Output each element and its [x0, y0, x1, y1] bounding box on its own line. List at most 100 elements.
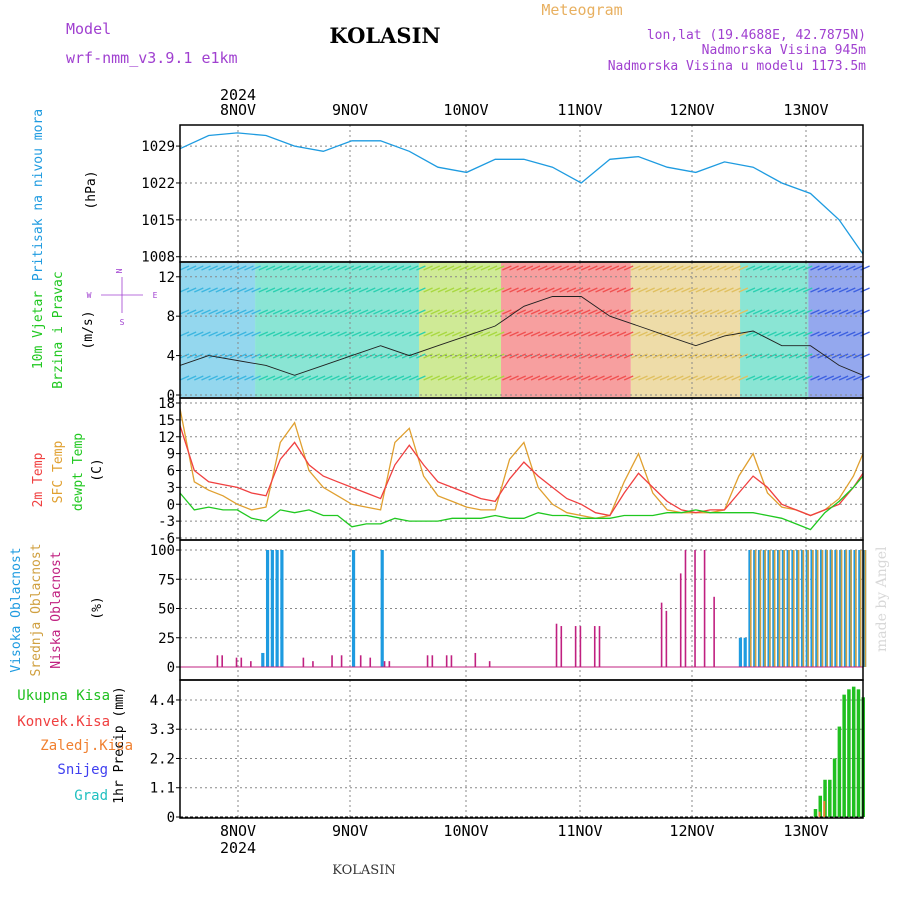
- wind-arrow: [179, 375, 190, 381]
- wind-arrow: [337, 287, 347, 293]
- wind-arrow: [803, 353, 813, 359]
- wind-arrow: [709, 353, 720, 359]
- wind-arrow: [767, 331, 777, 337]
- wind-arrow: [838, 309, 849, 315]
- wind-arrow: [194, 353, 204, 359]
- wind-arrow: [803, 375, 813, 381]
- wind-arrow: [552, 309, 562, 315]
- wind-arrow: [487, 353, 498, 359]
- wind-arrow: [731, 287, 741, 293]
- wind-arrow: [609, 287, 620, 293]
- wind-arrow: [437, 287, 448, 293]
- wind-arrow: [430, 309, 441, 315]
- wind-arrow: [423, 265, 433, 271]
- wind-arrow: [394, 265, 405, 271]
- wind-arrow: [638, 287, 648, 293]
- wind-arrow: [623, 309, 634, 315]
- total-precip-bar: [832, 758, 837, 817]
- wind-arrow: [258, 287, 269, 293]
- low-cloud-bar: [302, 657, 305, 667]
- wind-arrow: [745, 375, 756, 381]
- wind-arrow: [315, 287, 326, 293]
- wind-arrow: [516, 287, 526, 293]
- mid-cloud-bar: [831, 550, 833, 667]
- wind-arrow: [387, 331, 398, 337]
- wind-arrow: [229, 375, 240, 381]
- high-cloud-bar: [265, 550, 270, 667]
- wind-arrow: [330, 375, 340, 381]
- wind-arrow: [623, 353, 634, 359]
- wind-arrow: [387, 375, 398, 381]
- wind-arrow: [194, 265, 204, 271]
- wind-arrow: [838, 265, 849, 271]
- wind-arrow: [817, 375, 827, 381]
- low-cloud-bar: [474, 652, 477, 667]
- high-cloud-bar: [261, 652, 265, 667]
- wind-arrow: [831, 309, 842, 315]
- wind-arrow: [752, 287, 763, 293]
- wind-band: [501, 263, 631, 397]
- wind-arrow: [545, 265, 555, 271]
- high-cloud-bar: [805, 550, 809, 667]
- wind-arrow: [323, 331, 333, 337]
- wind-arrow: [473, 353, 484, 359]
- wind-arrow: [545, 309, 555, 315]
- wind-arrow: [666, 375, 677, 381]
- wind-arrow: [838, 353, 849, 359]
- mid-cloud-bar: [764, 550, 766, 667]
- wind-arrow: [401, 375, 412, 381]
- wind-arrow: [487, 331, 498, 337]
- wind-arrow: [788, 331, 799, 337]
- wind-arrow: [824, 287, 835, 293]
- wind-arrow: [537, 375, 548, 381]
- wind-arrow: [817, 309, 827, 315]
- wind-arrow: [473, 265, 484, 271]
- wind-arrow: [580, 331, 591, 337]
- wind-arrow: [817, 331, 827, 337]
- axis-tick-label: -3: [158, 514, 175, 530]
- precip-legend-frz: Zaledj.Kisa: [40, 738, 133, 754]
- mid-cloud-bar: [816, 550, 819, 667]
- total-precip-bar: [837, 726, 842, 817]
- wind-arrow: [781, 331, 792, 337]
- wind-arrow: [280, 287, 290, 293]
- wind-arrow: [237, 309, 247, 315]
- low-cloud-bar: [713, 596, 715, 667]
- cloud-label-3: Niska Oblacnost: [49, 551, 64, 668]
- wind-arrow: [229, 353, 240, 359]
- wind-arrow: [394, 353, 405, 359]
- wind-arrow: [430, 375, 441, 381]
- axis-tick-label: 8: [167, 309, 175, 325]
- wind-arrow: [237, 265, 247, 271]
- wind-arrow: [387, 309, 398, 315]
- wind-arrow: [860, 353, 870, 359]
- wind-arrow: [416, 265, 426, 271]
- low-cloud-bar: [250, 661, 252, 667]
- wind-arrow: [824, 331, 835, 337]
- wind-arrow: [201, 265, 211, 271]
- mid-cloud-bar: [802, 550, 805, 667]
- wind-arrow: [208, 287, 218, 293]
- wind-arrow: [674, 375, 684, 381]
- wind-arrow: [695, 331, 706, 337]
- wind-arrow: [272, 375, 283, 381]
- wind-arrow: [724, 375, 734, 381]
- wind-arrow: [380, 309, 390, 315]
- axis-tick-label: 1022: [141, 176, 175, 192]
- wind-arrow: [688, 375, 698, 381]
- wind-arrow: [523, 265, 534, 271]
- compass-rose-icon: N S W E: [87, 268, 158, 327]
- wind-arrow: [853, 353, 863, 359]
- wind-arrow: [681, 375, 691, 381]
- wind-arrow: [631, 375, 641, 381]
- wind-arrow: [616, 309, 627, 315]
- pressure-line: [179, 132, 864, 255]
- wind-arrow: [616, 265, 627, 271]
- wind-arrow: [272, 265, 283, 271]
- wind-arrow: [301, 287, 312, 293]
- axis-tick-label: 25: [158, 631, 175, 647]
- day-labels-top: 8NOV 9NOV 10NOV 11NOV 12NOV 13NOV: [220, 101, 829, 119]
- wind-arrow: [330, 309, 340, 315]
- wind-arrow: [480, 287, 491, 293]
- wind-arrow: [272, 353, 283, 359]
